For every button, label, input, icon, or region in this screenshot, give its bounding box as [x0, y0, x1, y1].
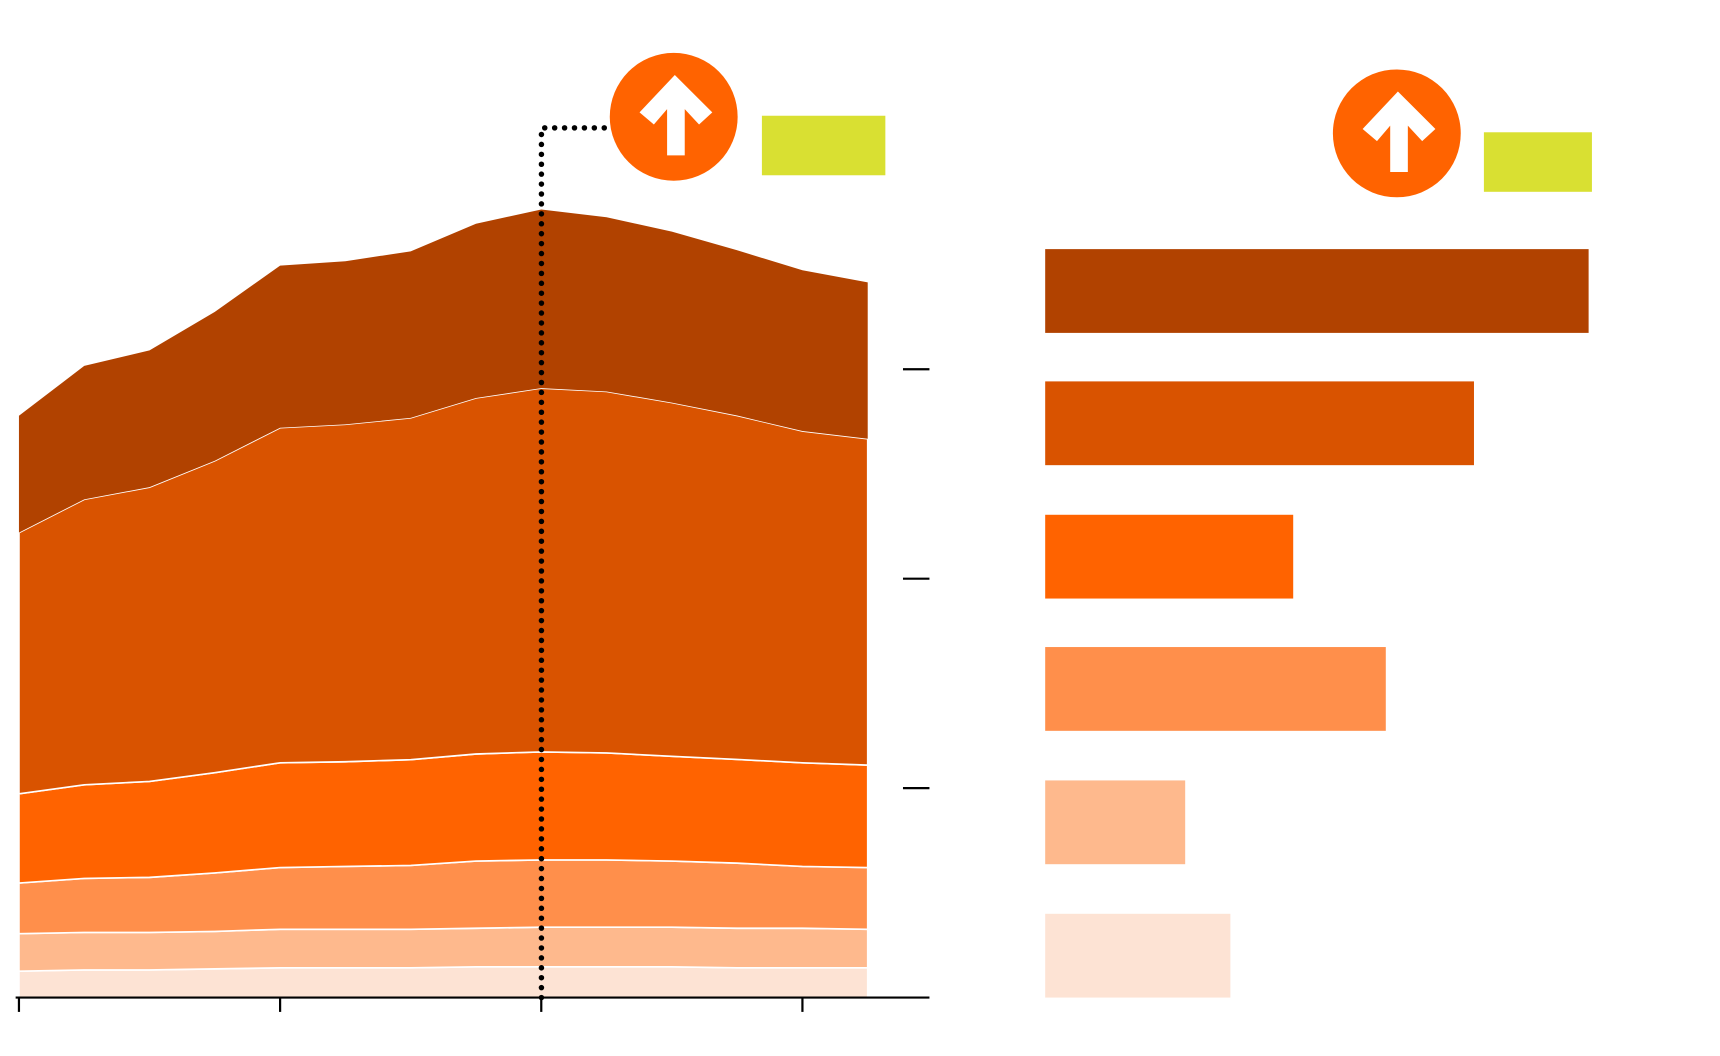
bar — [1045, 514, 1294, 599]
area — [18, 209, 868, 533]
bar — [1045, 780, 1186, 865]
area — [18, 926, 869, 973]
up-icon — [1332, 69, 1461, 198]
area — [18, 965, 869, 999]
badge — [1483, 132, 1592, 192]
dotted-leader — [538, 125, 610, 1001]
bar — [1045, 647, 1386, 731]
plot — [18, 209, 1589, 999]
bar — [1045, 913, 1231, 998]
bar — [1045, 381, 1474, 466]
up-icon — [609, 52, 738, 181]
badge — [761, 115, 886, 176]
area — [18, 387, 869, 795]
bar — [1045, 249, 1589, 333]
